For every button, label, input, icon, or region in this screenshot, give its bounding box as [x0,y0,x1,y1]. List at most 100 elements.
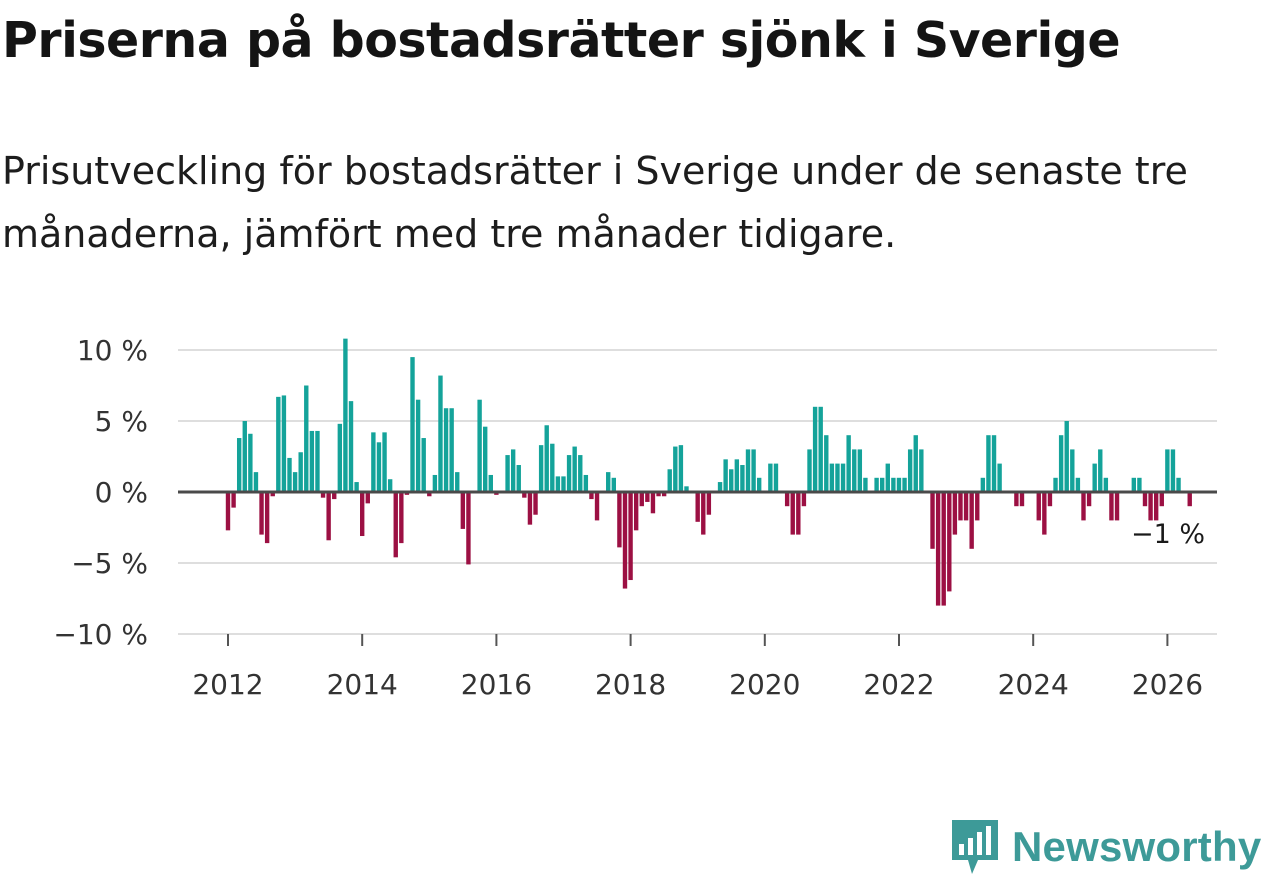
bar [723,459,728,492]
bar [281,395,287,492]
bar [1170,449,1176,492]
bar [667,469,672,492]
bar [415,399,421,492]
y-tick-label: −5 % [71,547,148,580]
bar [572,446,577,492]
bar [919,449,924,492]
bar [460,492,466,529]
bar [578,455,583,492]
x-tick-label: 2016 [461,668,532,701]
bar [935,492,941,606]
bar [645,492,650,502]
bar [466,492,471,565]
y-tick-label: 10 % [77,334,148,367]
bar [1086,492,1092,507]
bar [1019,492,1025,507]
bar [410,357,415,492]
bar [639,492,644,507]
bar [790,492,795,535]
bar [360,492,365,537]
bar [941,492,946,606]
bar [348,401,354,492]
bar [829,463,835,492]
bar [969,492,974,549]
x-tick-label: 2018 [595,668,666,701]
bar [236,438,242,492]
x-tick-label: 2012 [192,668,263,701]
bar [253,472,259,492]
bar [991,435,997,492]
bar [315,430,320,492]
x-tick-label: 2022 [863,668,934,701]
bar [784,492,790,507]
bar [292,472,298,492]
bar [606,472,611,492]
last-value-annotation: −1 % [1131,519,1205,550]
bar [231,492,236,508]
bar [846,435,851,492]
bar [1148,492,1153,521]
bar [337,423,343,492]
bar [1153,492,1159,521]
bar-series [225,338,1192,606]
bar [505,455,510,492]
bar [538,445,544,492]
bar [298,452,303,492]
bar [1058,435,1064,492]
bar [264,492,270,544]
bar [1042,492,1047,535]
bar [673,446,678,492]
bar [455,472,460,492]
bar [891,477,896,492]
bar [812,406,818,492]
bar [986,435,991,492]
bar [695,492,700,522]
bar [633,492,639,531]
bar [522,492,527,498]
bar [863,477,868,492]
bar [387,479,393,492]
bar [432,474,438,492]
bar [768,463,773,492]
bar [930,492,935,549]
bar [907,449,913,492]
bar [1092,463,1097,492]
bar [427,492,432,497]
bar [734,459,740,492]
bar [1159,492,1164,507]
bar [393,492,398,558]
bar [1165,449,1170,492]
bar [661,492,667,497]
bar [857,449,863,492]
bar [477,399,482,492]
bar [952,492,958,535]
bar [399,492,404,544]
bar [544,425,549,492]
y-axis: 10 % 5 % 0 % −5 % −10 % [53,334,148,651]
bar [840,463,846,492]
bar [1053,477,1058,492]
bar [1103,477,1109,492]
bar [438,375,443,492]
bar [880,477,885,492]
y-tick-label: 0 % [95,476,148,509]
x-tick-label: 2014 [327,668,398,701]
brand-name: Newsworthy [1012,823,1262,870]
bar [947,492,952,592]
bar [963,492,969,521]
bar [332,492,337,500]
bar [533,492,538,515]
bar [376,442,382,492]
bar [594,492,600,521]
bar [913,435,918,492]
bar [684,486,689,492]
bar [656,492,661,497]
bar-chart: 10 % 5 % 0 % −5 % −10 % 2012 2014 2016 2018 2020… [53,334,1217,701]
bar [1075,477,1081,492]
chart-title: Priserna på bostadsrätter sjönk i Sverig… [2,12,1121,69]
bar [896,477,902,492]
bar [225,492,231,531]
bar [818,406,823,492]
bar [1187,492,1192,507]
bar [1098,449,1103,492]
